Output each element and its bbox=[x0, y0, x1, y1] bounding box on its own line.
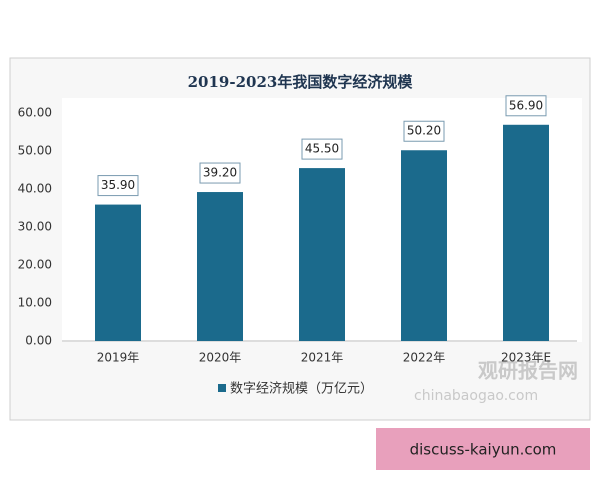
value-label-box bbox=[199, 162, 241, 184]
y-tick-label: 50.00 bbox=[18, 144, 52, 158]
watermark-site: chinabaogao.com bbox=[414, 388, 538, 404]
value-label: 45.50 bbox=[305, 142, 339, 156]
y-tick-label: 30.00 bbox=[18, 220, 52, 234]
value-label-box bbox=[97, 175, 139, 197]
bar bbox=[299, 168, 345, 341]
x-tick-label: 2019年 bbox=[97, 351, 140, 365]
x-tick-label: 2020年 bbox=[199, 351, 242, 365]
y-tick-label: 20.00 bbox=[18, 258, 52, 272]
legend-swatch bbox=[218, 384, 226, 392]
legend-label: 数字经济规模（万亿元） bbox=[230, 382, 373, 397]
y-tick-label: 10.00 bbox=[18, 296, 52, 310]
x-tick-label: 2022年 bbox=[403, 351, 446, 365]
value-label-box bbox=[403, 120, 445, 142]
bar bbox=[197, 192, 243, 341]
bar bbox=[401, 150, 447, 341]
x-tick-label: 2023年E bbox=[501, 351, 551, 365]
chart-title: 2019-2023年我国数字经济规模 bbox=[188, 73, 414, 91]
value-label: 35.90 bbox=[101, 178, 135, 192]
value-label: 39.20 bbox=[203, 166, 237, 180]
value-label: 50.20 bbox=[407, 124, 441, 138]
value-label: 56.90 bbox=[509, 98, 543, 112]
bar bbox=[503, 124, 549, 341]
value-label-box bbox=[301, 138, 343, 160]
value-label-box bbox=[505, 95, 547, 117]
y-tick-label: 60.00 bbox=[18, 106, 52, 120]
overlay-text: discuss-kaiyun.com bbox=[410, 441, 557, 459]
bar bbox=[95, 204, 141, 341]
y-tick-label: 40.00 bbox=[18, 182, 52, 196]
watermark-title: 观研报告网 bbox=[478, 359, 578, 383]
overlay-box bbox=[376, 428, 590, 470]
y-tick-label: 0.00 bbox=[25, 334, 52, 348]
x-tick-label: 2021年 bbox=[301, 351, 344, 365]
